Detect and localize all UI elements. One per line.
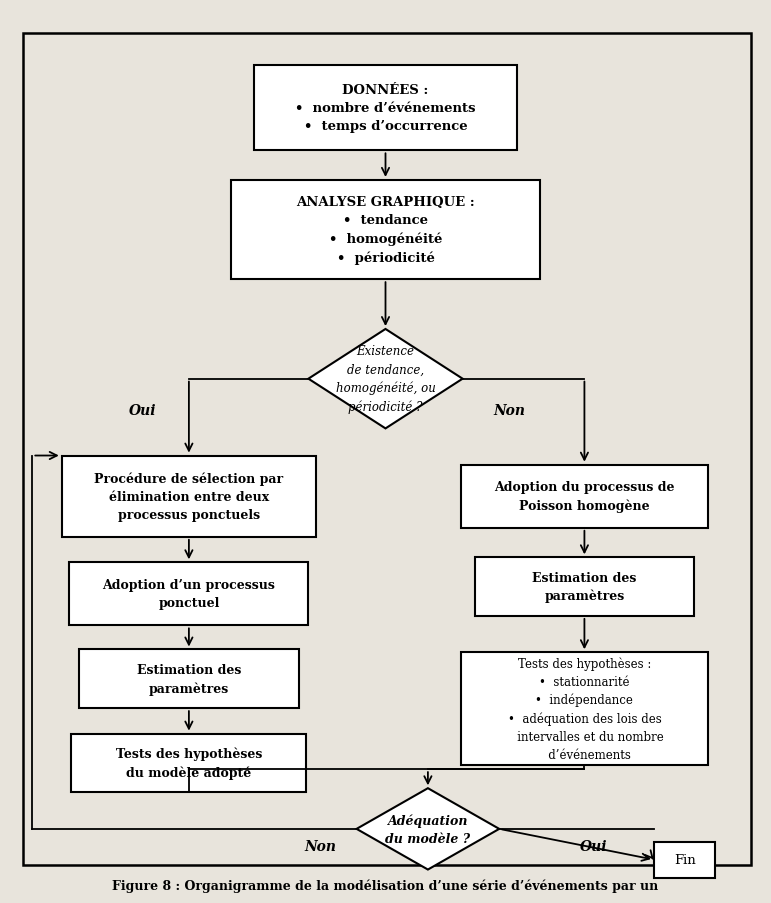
Text: Estimation des
paramètres: Estimation des paramètres <box>532 571 637 603</box>
FancyBboxPatch shape <box>461 652 708 765</box>
FancyBboxPatch shape <box>231 181 540 280</box>
Polygon shape <box>308 330 463 429</box>
FancyBboxPatch shape <box>475 557 695 616</box>
Text: ANALYSE GRAPHIQUE :
•  tendance
•  homogénéité
•  périodicité: ANALYSE GRAPHIQUE : • tendance • homogén… <box>296 196 475 265</box>
FancyBboxPatch shape <box>654 842 715 878</box>
FancyBboxPatch shape <box>254 65 517 151</box>
Text: Adoption du processus de
Poisson homogène: Adoption du processus de Poisson homogèn… <box>494 480 675 513</box>
Text: Oui: Oui <box>129 404 157 418</box>
FancyBboxPatch shape <box>69 563 308 626</box>
FancyBboxPatch shape <box>71 733 306 793</box>
Text: Procédure de sélection par
élimination entre deux
processus ponctuels: Procédure de sélection par élimination e… <box>94 472 284 521</box>
Text: Oui: Oui <box>580 839 608 853</box>
Text: Figure 8 : Organigramme de la modélisation d’une série d’événements par un: Figure 8 : Organigramme de la modélisati… <box>113 879 658 891</box>
Text: Non: Non <box>304 839 336 853</box>
FancyBboxPatch shape <box>79 650 298 708</box>
Text: Tests des hypothèses
du modèle adopté: Tests des hypothèses du modèle adopté <box>116 747 262 779</box>
Polygon shape <box>356 788 500 870</box>
Text: Non: Non <box>493 404 525 418</box>
Text: Existence
de tendance,
homogénéité, ou
périodicité ?: Existence de tendance, homogénéité, ou p… <box>335 345 436 414</box>
FancyBboxPatch shape <box>461 465 708 528</box>
Text: DONNÉES :
•  nombre d’événements
•  temps d’occurrence: DONNÉES : • nombre d’événements • temps … <box>295 84 476 133</box>
Text: Adoption d’un processus
ponctuel: Adoption d’un processus ponctuel <box>103 579 275 610</box>
Text: Tests des hypothèses :
•  stationnarité
•  indépendance
•  adéquation des lois d: Tests des hypothèses : • stationnarité •… <box>506 656 663 761</box>
FancyBboxPatch shape <box>62 456 316 537</box>
Text: Adéquation
du modèle ?: Adéquation du modèle ? <box>386 814 470 844</box>
Text: Fin: Fin <box>674 853 695 866</box>
Text: Estimation des
paramètres: Estimation des paramètres <box>136 663 241 695</box>
